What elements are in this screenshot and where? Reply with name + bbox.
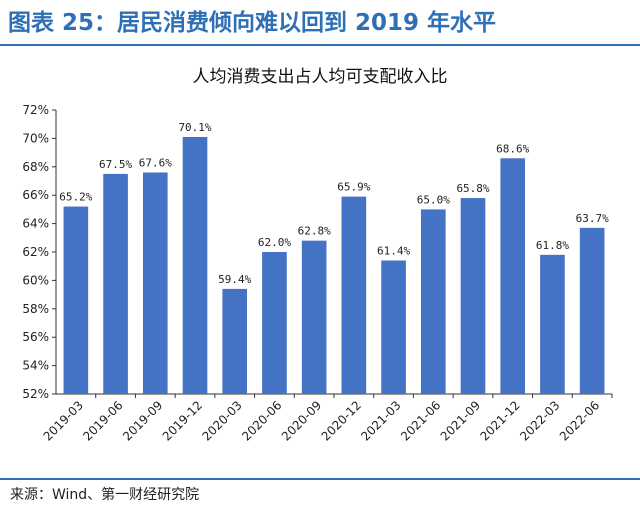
data-label: 59.4% <box>218 273 251 286</box>
data-label: 67.6% <box>139 156 172 169</box>
chart-title: 人均消费支出占人均可支配收入比 <box>192 67 448 87</box>
y-tick-label: 68% <box>22 160 49 174</box>
x-tick-label: 2020-03 <box>199 398 244 443</box>
y-tick-label: 70% <box>22 131 49 145</box>
y-tick-label: 58% <box>22 302 49 316</box>
bar <box>420 209 446 394</box>
data-label: 65.2% <box>59 191 92 204</box>
y-tick-label: 64% <box>22 217 49 231</box>
bar-chart: 52% 54% 56% 58% 60% 62% 64% 66% 68% 70% 72% 65.2% 20… <box>22 103 613 444</box>
data-label: 65.9% <box>337 181 370 194</box>
top-divider <box>0 44 640 46</box>
y-tick-label: 52% <box>22 387 49 401</box>
y-tick-label: 54% <box>22 359 49 373</box>
x-tick-label: 2019-12 <box>160 398 205 443</box>
source-note: 来源：Wind、第一财经研究院 <box>10 487 200 503</box>
x-tick-label: 2021-06 <box>398 398 443 443</box>
data-label: 62.8% <box>298 225 331 238</box>
data-label: 70.1% <box>178 121 211 134</box>
bar <box>460 198 486 394</box>
x-tick-label: 2020-12 <box>319 398 364 443</box>
data-label: 65.0% <box>417 193 450 206</box>
bar <box>301 240 327 394</box>
bar <box>142 172 168 394</box>
x-tick-label: 2019-03 <box>41 398 86 443</box>
data-label: 68.6% <box>496 142 529 155</box>
bar <box>341 196 367 394</box>
bar <box>222 288 248 394</box>
data-label: 62.0% <box>258 236 291 249</box>
bottom-divider <box>0 478 640 480</box>
x-tick-label: 2019-06 <box>80 398 125 443</box>
y-tick-label: 62% <box>22 245 49 259</box>
x-tick-label: 2020-06 <box>239 398 284 443</box>
data-label: 67.5% <box>99 158 132 171</box>
bar <box>579 227 605 394</box>
x-tick-label: 2021-12 <box>477 398 522 443</box>
x-tick-label: 2021-03 <box>358 398 403 443</box>
y-tick-label: 60% <box>22 273 49 287</box>
data-label: 65.8% <box>456 182 489 195</box>
data-label: 61.8% <box>536 239 569 252</box>
bar <box>500 158 526 394</box>
bar <box>381 260 406 394</box>
x-tick-label: 2022-03 <box>517 398 562 443</box>
x-tick-label: 2021-09 <box>438 398 483 443</box>
bar <box>103 173 128 394</box>
y-tick-label: 66% <box>22 188 49 202</box>
x-tick-label: 2022-06 <box>557 398 602 443</box>
data-label: 61.4% <box>377 245 410 258</box>
bar <box>63 206 89 394</box>
bar <box>540 254 565 394</box>
data-label: 63.7% <box>576 212 609 225</box>
bar <box>262 252 287 394</box>
x-tick-label: 2020-09 <box>279 398 324 443</box>
y-tick-label: 56% <box>22 330 49 344</box>
y-tick-label: 72% <box>22 103 49 117</box>
bar <box>182 136 208 395</box>
figure-title: 图表 25：居民消费倾向难以回到 2019 年水平 <box>8 10 497 36</box>
x-tick-label: 2019-09 <box>120 398 165 443</box>
